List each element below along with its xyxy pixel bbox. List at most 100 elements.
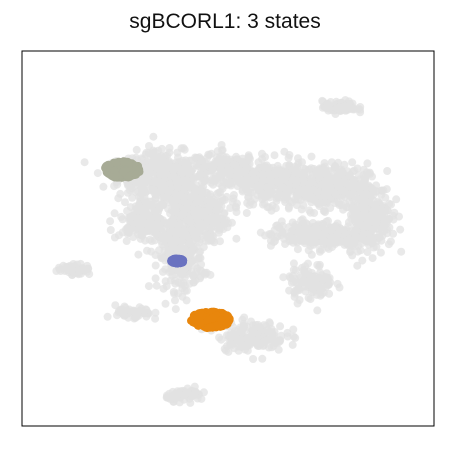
background-cell xyxy=(317,271,326,280)
background-cell xyxy=(341,237,350,246)
background-cell xyxy=(360,191,369,200)
state-3-cell xyxy=(208,313,217,323)
background-cell xyxy=(151,314,160,323)
background-cell xyxy=(62,266,71,274)
state-3-cell xyxy=(196,318,205,327)
background-cell xyxy=(132,311,141,320)
background-cell xyxy=(346,104,355,112)
background-cell xyxy=(299,266,308,275)
background-cell xyxy=(209,222,218,231)
background-cell xyxy=(341,200,350,209)
background-cell xyxy=(333,174,342,183)
background-cell xyxy=(168,387,177,396)
background-cell xyxy=(304,246,313,255)
background-cell xyxy=(220,209,229,218)
background-cell xyxy=(319,236,328,245)
background-cell xyxy=(305,280,314,289)
background-cell xyxy=(222,192,231,201)
background-cell xyxy=(201,188,210,197)
background-cell xyxy=(337,186,346,195)
background-cell xyxy=(383,167,392,175)
background-cell xyxy=(93,169,102,178)
background-cell xyxy=(209,174,217,183)
background-cell xyxy=(171,203,180,212)
background-cell xyxy=(360,182,369,191)
background-cell xyxy=(353,181,362,190)
background-cell xyxy=(234,177,243,186)
background-cell xyxy=(196,266,205,275)
state-3-cell xyxy=(195,309,204,318)
background-cell xyxy=(161,265,170,274)
background-cell xyxy=(190,261,199,270)
background-cell xyxy=(180,197,188,206)
background-cell xyxy=(229,191,238,199)
background-cell xyxy=(353,210,362,219)
background-cell xyxy=(185,168,193,177)
background-cell xyxy=(324,103,333,112)
background-cell xyxy=(291,266,300,275)
background-cell xyxy=(251,175,260,184)
state-3-cell xyxy=(187,316,196,325)
background-cell xyxy=(304,259,312,268)
background-cell xyxy=(120,302,129,311)
background-cell xyxy=(274,345,283,354)
background-cell xyxy=(368,254,377,263)
background-cell xyxy=(110,233,119,242)
background-cell xyxy=(171,235,180,244)
background-cell xyxy=(195,253,204,262)
background-cell xyxy=(227,181,235,190)
background-cell xyxy=(243,198,252,207)
background-cell xyxy=(171,296,179,305)
background-cell xyxy=(217,335,226,344)
background-cell xyxy=(320,179,329,188)
background-cell xyxy=(193,205,202,214)
background-cell xyxy=(166,198,175,207)
background-cell xyxy=(243,187,252,196)
background-cell xyxy=(263,183,272,192)
background-cell xyxy=(124,213,133,222)
background-cell xyxy=(161,299,170,308)
background-cell xyxy=(144,282,153,291)
background-cell xyxy=(149,223,157,232)
background-cell xyxy=(132,178,141,187)
background-cell xyxy=(313,261,322,269)
background-cell xyxy=(213,197,221,205)
background-cell xyxy=(312,290,321,299)
background-cell xyxy=(231,332,240,341)
background-cell xyxy=(309,226,318,235)
background-cell xyxy=(195,219,204,228)
background-cell xyxy=(114,308,123,317)
state-3-cluster xyxy=(187,307,234,333)
background-cell xyxy=(216,165,225,174)
background-cell xyxy=(353,261,362,270)
background-cell xyxy=(157,236,166,245)
background-cell xyxy=(151,308,160,317)
background-cell xyxy=(125,228,134,237)
background-cell xyxy=(106,226,115,234)
background-cell xyxy=(201,176,210,185)
background-cell xyxy=(297,216,306,225)
background-cell xyxy=(387,200,395,209)
background-cell xyxy=(354,195,363,204)
background-cell xyxy=(152,281,161,290)
background-cell xyxy=(164,158,173,167)
background-cell xyxy=(162,393,171,402)
background-cell xyxy=(152,190,161,199)
background-cell xyxy=(207,212,216,221)
background-cell xyxy=(264,343,273,352)
background-cell xyxy=(292,178,301,187)
state-1-cell xyxy=(110,173,119,182)
background-cell xyxy=(146,214,155,223)
background-cell xyxy=(185,239,194,248)
background-cell xyxy=(298,158,306,167)
background-cell xyxy=(226,166,235,175)
background-cell xyxy=(84,264,93,273)
background-cell xyxy=(267,206,276,215)
state-1-cluster xyxy=(101,157,144,182)
background-cell xyxy=(234,346,243,355)
background-cell xyxy=(280,147,289,156)
background-cell xyxy=(145,235,154,244)
background-cell xyxy=(138,213,147,222)
background-cell xyxy=(151,177,160,186)
